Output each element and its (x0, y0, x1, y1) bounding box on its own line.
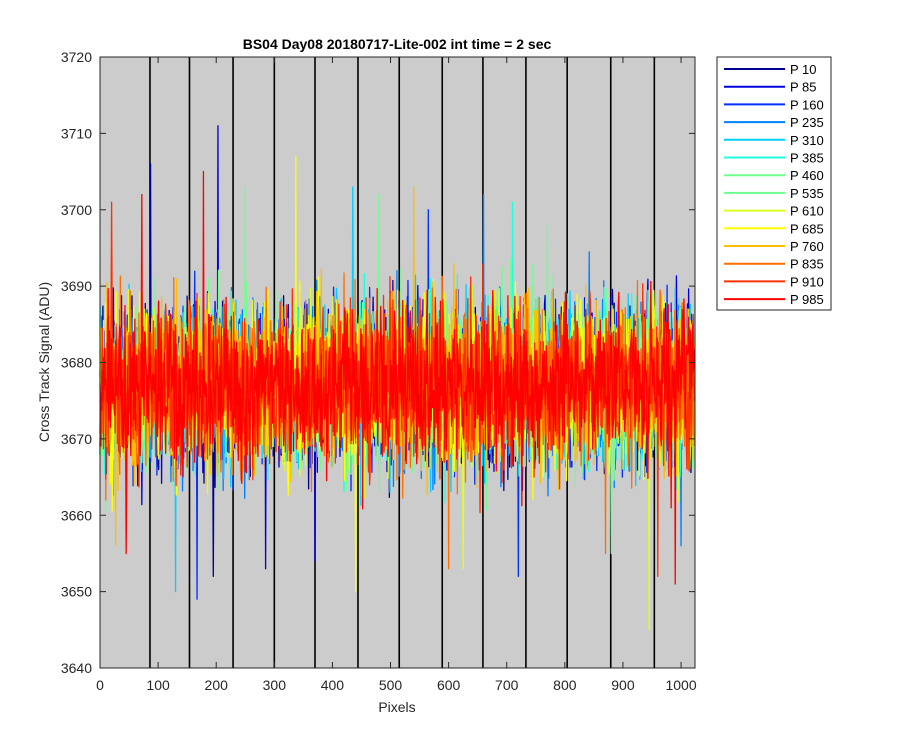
legend-label: P 835 (790, 257, 824, 272)
legend-label: P 535 (790, 186, 824, 201)
x-axis-label: Pixels (378, 699, 415, 715)
y-tick-label: 3670 (61, 431, 92, 447)
legend-box (716, 56, 832, 311)
y-tick-label: 3650 (61, 584, 92, 600)
y-tick-label: 3710 (61, 125, 92, 141)
legend-label: P 760 (790, 239, 824, 254)
y-tick-label: 3680 (61, 355, 92, 371)
legend: P 10 P 85 P 160 P 235 P 310 P 385 P 460 P 535 P … (716, 56, 832, 311)
y-axis: 3640 3650 3660 3670 3680 3690 3700 3710 3720 (61, 49, 695, 676)
legend-label: P 910 (790, 274, 824, 289)
x-tick-label: 0 (96, 677, 104, 693)
y-tick-label: 3660 (61, 507, 92, 523)
y-axis-label: Cross Track Signal (ADU) (36, 282, 52, 442)
legend-label: P 985 (790, 292, 824, 307)
x-tick-label: 700 (495, 677, 519, 693)
legend-label: P 235 (790, 115, 824, 130)
x-axis: 0 100 200 300 400 500 600 700 800 900 1000 (96, 57, 697, 693)
x-tick-label: 200 (205, 677, 229, 693)
legend-label: P 385 (790, 151, 824, 166)
x-tick-label: 500 (379, 677, 403, 693)
x-tick-label: 600 (437, 677, 461, 693)
chart-title: BS04 Day08 20180717-Lite-002 int time = … (243, 36, 552, 52)
x-tick-label: 1000 (665, 677, 696, 693)
legend-label: P 460 (790, 168, 824, 183)
x-tick-label: 400 (321, 677, 345, 693)
legend-label: P 610 (790, 204, 824, 219)
legend-label: P 310 (790, 133, 824, 148)
legend-label: P 10 (790, 62, 817, 77)
series-layer (99, 125, 696, 631)
legend-label: P 85 (790, 80, 817, 95)
x-tick-label: 900 (611, 677, 635, 693)
x-tick-label: 100 (146, 677, 170, 693)
x-tick-label: 800 (553, 677, 577, 693)
y-tick-label: 3640 (61, 660, 92, 676)
y-tick-label: 3690 (61, 278, 92, 294)
series-line (99, 170, 696, 585)
legend-label: P 160 (790, 97, 824, 112)
y-tick-label: 3720 (61, 49, 92, 65)
x-tick-label: 300 (263, 677, 287, 693)
legend-label: P 685 (790, 221, 824, 236)
y-tick-label: 3700 (61, 202, 92, 218)
